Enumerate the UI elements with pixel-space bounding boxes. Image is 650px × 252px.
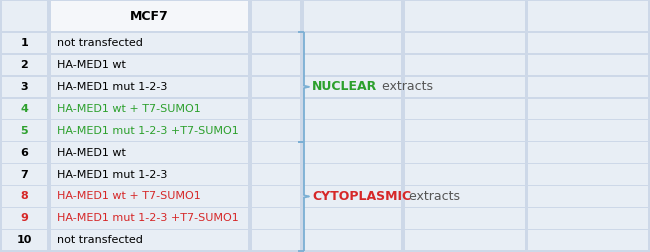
Text: not transfected: not transfected: [57, 235, 142, 245]
Bar: [405, 99, 525, 119]
Bar: [405, 186, 525, 207]
Bar: [2, 186, 47, 207]
Bar: [2, 164, 47, 185]
Bar: [2, 99, 47, 119]
Bar: [304, 186, 401, 207]
Text: HA-MED1 wt + T7-SUMO1: HA-MED1 wt + T7-SUMO1: [57, 192, 200, 201]
Text: 8: 8: [21, 192, 28, 201]
Bar: [51, 33, 248, 53]
Bar: [304, 1, 401, 31]
Bar: [304, 120, 401, 141]
Bar: [528, 1, 648, 31]
Bar: [304, 230, 401, 250]
Text: 2: 2: [21, 60, 28, 70]
Text: HA-MED1 mut 1-2-3: HA-MED1 mut 1-2-3: [57, 170, 167, 179]
Bar: [252, 99, 300, 119]
Bar: [252, 33, 300, 53]
Bar: [2, 230, 47, 250]
Bar: [405, 77, 525, 97]
Text: 7: 7: [21, 170, 28, 179]
Text: HA-MED1 mut 1-2-3 +T7-SUMO1: HA-MED1 mut 1-2-3 +T7-SUMO1: [57, 213, 239, 223]
Bar: [2, 55, 47, 75]
Bar: [2, 120, 47, 141]
Text: NUCLEAR: NUCLEAR: [312, 80, 377, 93]
Bar: [51, 99, 248, 119]
Bar: [304, 55, 401, 75]
Bar: [51, 142, 248, 163]
Bar: [51, 55, 248, 75]
Text: HA-MED1 mut 1-2-3 +T7-SUMO1: HA-MED1 mut 1-2-3 +T7-SUMO1: [57, 126, 239, 136]
Bar: [528, 142, 648, 163]
Bar: [51, 77, 248, 97]
Bar: [51, 230, 248, 250]
Bar: [2, 208, 47, 229]
Text: MCF7: MCF7: [130, 10, 169, 22]
Bar: [252, 1, 300, 31]
Bar: [304, 77, 401, 97]
Bar: [405, 164, 525, 185]
Text: 1: 1: [21, 38, 28, 48]
Bar: [528, 77, 648, 97]
Text: extracts: extracts: [401, 190, 460, 203]
Text: HA-MED1 wt + T7-SUMO1: HA-MED1 wt + T7-SUMO1: [57, 104, 200, 114]
Bar: [252, 208, 300, 229]
Bar: [252, 186, 300, 207]
Bar: [252, 164, 300, 185]
Bar: [2, 142, 47, 163]
Bar: [304, 164, 401, 185]
Bar: [405, 230, 525, 250]
Bar: [405, 120, 525, 141]
Bar: [252, 120, 300, 141]
Text: 3: 3: [21, 82, 28, 92]
Bar: [252, 77, 300, 97]
Text: HA-MED1 wt: HA-MED1 wt: [57, 148, 125, 158]
Text: 4: 4: [20, 104, 29, 114]
Bar: [51, 120, 248, 141]
Bar: [51, 186, 248, 207]
Text: 6: 6: [20, 148, 29, 158]
Bar: [304, 33, 401, 53]
Text: HA-MED1 wt: HA-MED1 wt: [57, 60, 125, 70]
Text: 10: 10: [17, 235, 32, 245]
Bar: [405, 142, 525, 163]
Bar: [51, 164, 248, 185]
Bar: [528, 208, 648, 229]
Bar: [528, 186, 648, 207]
Bar: [405, 33, 525, 53]
Bar: [405, 1, 525, 31]
Bar: [2, 77, 47, 97]
Bar: [528, 120, 648, 141]
Bar: [252, 55, 300, 75]
Text: not transfected: not transfected: [57, 38, 142, 48]
Text: CYTOPLASMIC: CYTOPLASMIC: [312, 190, 411, 203]
Bar: [528, 230, 648, 250]
Bar: [304, 99, 401, 119]
Text: 9: 9: [20, 213, 29, 223]
Text: 5: 5: [21, 126, 28, 136]
Bar: [528, 164, 648, 185]
Bar: [51, 208, 248, 229]
Bar: [252, 142, 300, 163]
Bar: [528, 33, 648, 53]
Bar: [252, 230, 300, 250]
Bar: [51, 1, 248, 31]
Bar: [2, 1, 47, 31]
Bar: [304, 208, 401, 229]
Bar: [528, 99, 648, 119]
Text: extracts: extracts: [378, 80, 434, 93]
Bar: [2, 33, 47, 53]
Text: HA-MED1 mut 1-2-3: HA-MED1 mut 1-2-3: [57, 82, 167, 92]
Bar: [405, 208, 525, 229]
Bar: [405, 55, 525, 75]
Bar: [304, 142, 401, 163]
Bar: [528, 55, 648, 75]
